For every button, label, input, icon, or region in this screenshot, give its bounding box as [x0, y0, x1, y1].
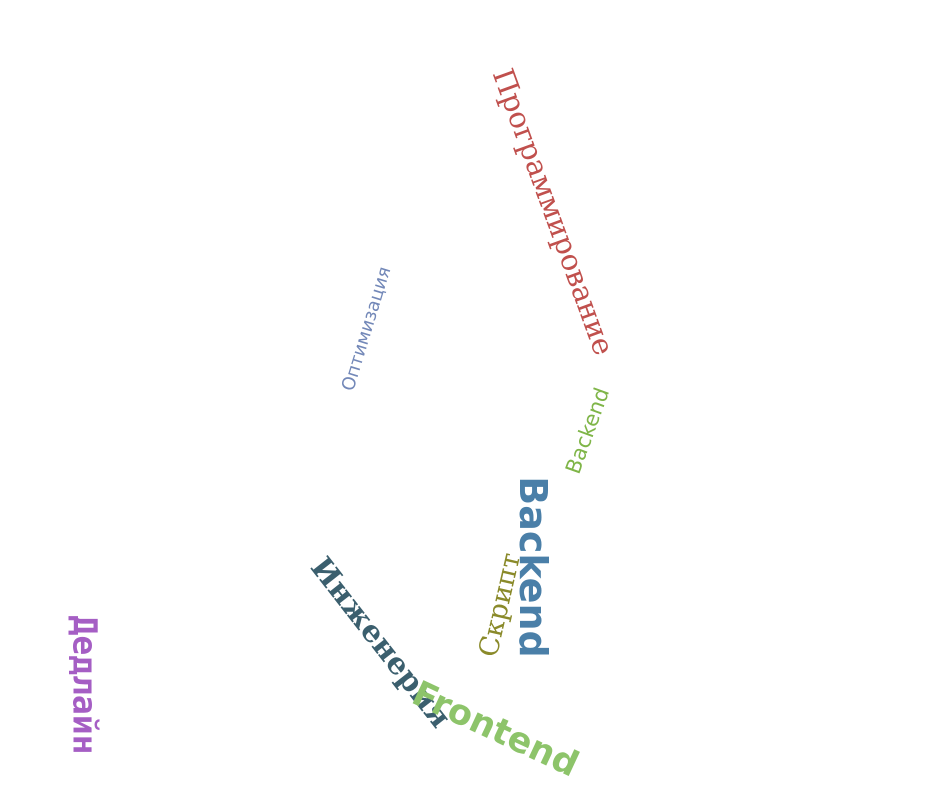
word-backend-small: Backend: [560, 384, 615, 478]
word-programmirovanie: Программирование: [485, 63, 622, 360]
word-dedlain: Дедлайн: [65, 615, 105, 755]
word-optimizatsiya: Оптимизация: [337, 264, 396, 394]
